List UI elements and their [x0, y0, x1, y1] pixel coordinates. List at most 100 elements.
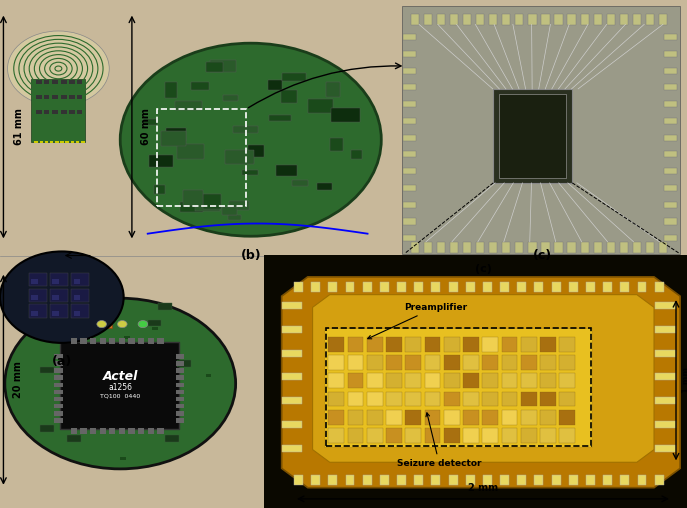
Bar [444, 428, 460, 443]
Bar [52, 110, 58, 114]
Bar [569, 475, 578, 485]
Bar [282, 90, 297, 104]
Bar [330, 138, 343, 151]
Circle shape [5, 298, 236, 469]
Bar [655, 282, 664, 292]
Bar [559, 355, 575, 370]
Bar [449, 475, 458, 485]
Bar [157, 428, 164, 434]
Bar [638, 282, 646, 292]
Bar [463, 242, 471, 253]
Bar [150, 387, 156, 389]
Bar [397, 475, 406, 485]
Bar [502, 373, 517, 388]
Bar [403, 118, 416, 124]
Bar [29, 273, 47, 286]
Bar [80, 428, 87, 434]
Bar [74, 311, 80, 316]
Bar [403, 135, 416, 141]
Bar [177, 360, 191, 367]
Bar [222, 207, 237, 215]
Bar [664, 118, 677, 124]
Bar [282, 302, 302, 309]
Bar [154, 185, 165, 194]
Bar [328, 410, 344, 425]
Bar [489, 242, 497, 253]
Bar [620, 475, 629, 485]
Bar [655, 350, 676, 357]
Bar [655, 445, 676, 452]
Bar [149, 154, 173, 167]
Bar [463, 337, 479, 352]
Bar [655, 421, 676, 428]
Bar [403, 51, 416, 57]
Bar [100, 338, 106, 344]
Bar [559, 337, 575, 352]
Bar [205, 374, 211, 377]
Bar [282, 421, 302, 428]
Bar [228, 215, 241, 220]
Bar [540, 355, 556, 370]
Bar [176, 418, 184, 423]
Bar [180, 202, 203, 211]
Bar [664, 235, 677, 241]
Bar [161, 131, 185, 146]
Bar [528, 14, 537, 25]
Bar [620, 242, 628, 253]
Text: 61 mm: 61 mm [14, 109, 24, 145]
Bar [405, 355, 421, 370]
Bar [328, 355, 344, 370]
Bar [77, 80, 82, 84]
Bar [367, 410, 383, 425]
Bar [61, 110, 67, 114]
Bar [50, 304, 68, 318]
Bar [664, 168, 677, 174]
Bar [444, 337, 460, 352]
Bar [466, 475, 475, 485]
Bar [380, 475, 389, 485]
Bar [71, 304, 89, 318]
Text: (a): (a) [52, 355, 72, 368]
Bar [515, 14, 523, 25]
Bar [52, 295, 59, 300]
Text: TQ100  0440: TQ100 0440 [100, 394, 140, 399]
Bar [534, 475, 543, 485]
Bar [655, 475, 664, 485]
Bar [403, 151, 416, 157]
Text: 60 mm: 60 mm [142, 109, 151, 145]
Bar [502, 337, 517, 352]
Bar [425, 428, 440, 443]
Bar [552, 475, 561, 485]
Bar [77, 110, 82, 114]
Bar [176, 383, 184, 387]
Bar [502, 392, 517, 406]
Bar [586, 475, 595, 485]
Bar [269, 115, 291, 121]
Bar [282, 445, 302, 452]
Bar [225, 150, 254, 164]
Bar [586, 282, 595, 292]
Bar [119, 428, 125, 434]
Bar [534, 282, 543, 292]
Bar [65, 141, 69, 143]
Bar [554, 242, 563, 253]
Bar [157, 338, 164, 344]
Bar [403, 68, 416, 74]
Bar [405, 337, 421, 352]
Bar [386, 373, 402, 388]
Bar [44, 80, 49, 84]
Bar [541, 242, 550, 253]
Bar [403, 84, 416, 90]
Bar [34, 141, 38, 143]
Bar [540, 373, 556, 388]
Bar [82, 308, 88, 311]
Bar [483, 475, 492, 485]
Bar [346, 475, 354, 485]
Bar [264, 255, 687, 508]
Bar [541, 14, 550, 25]
Bar [138, 428, 144, 434]
Bar [54, 418, 63, 423]
Bar [268, 80, 282, 90]
Bar [74, 295, 80, 300]
Bar [326, 82, 340, 98]
